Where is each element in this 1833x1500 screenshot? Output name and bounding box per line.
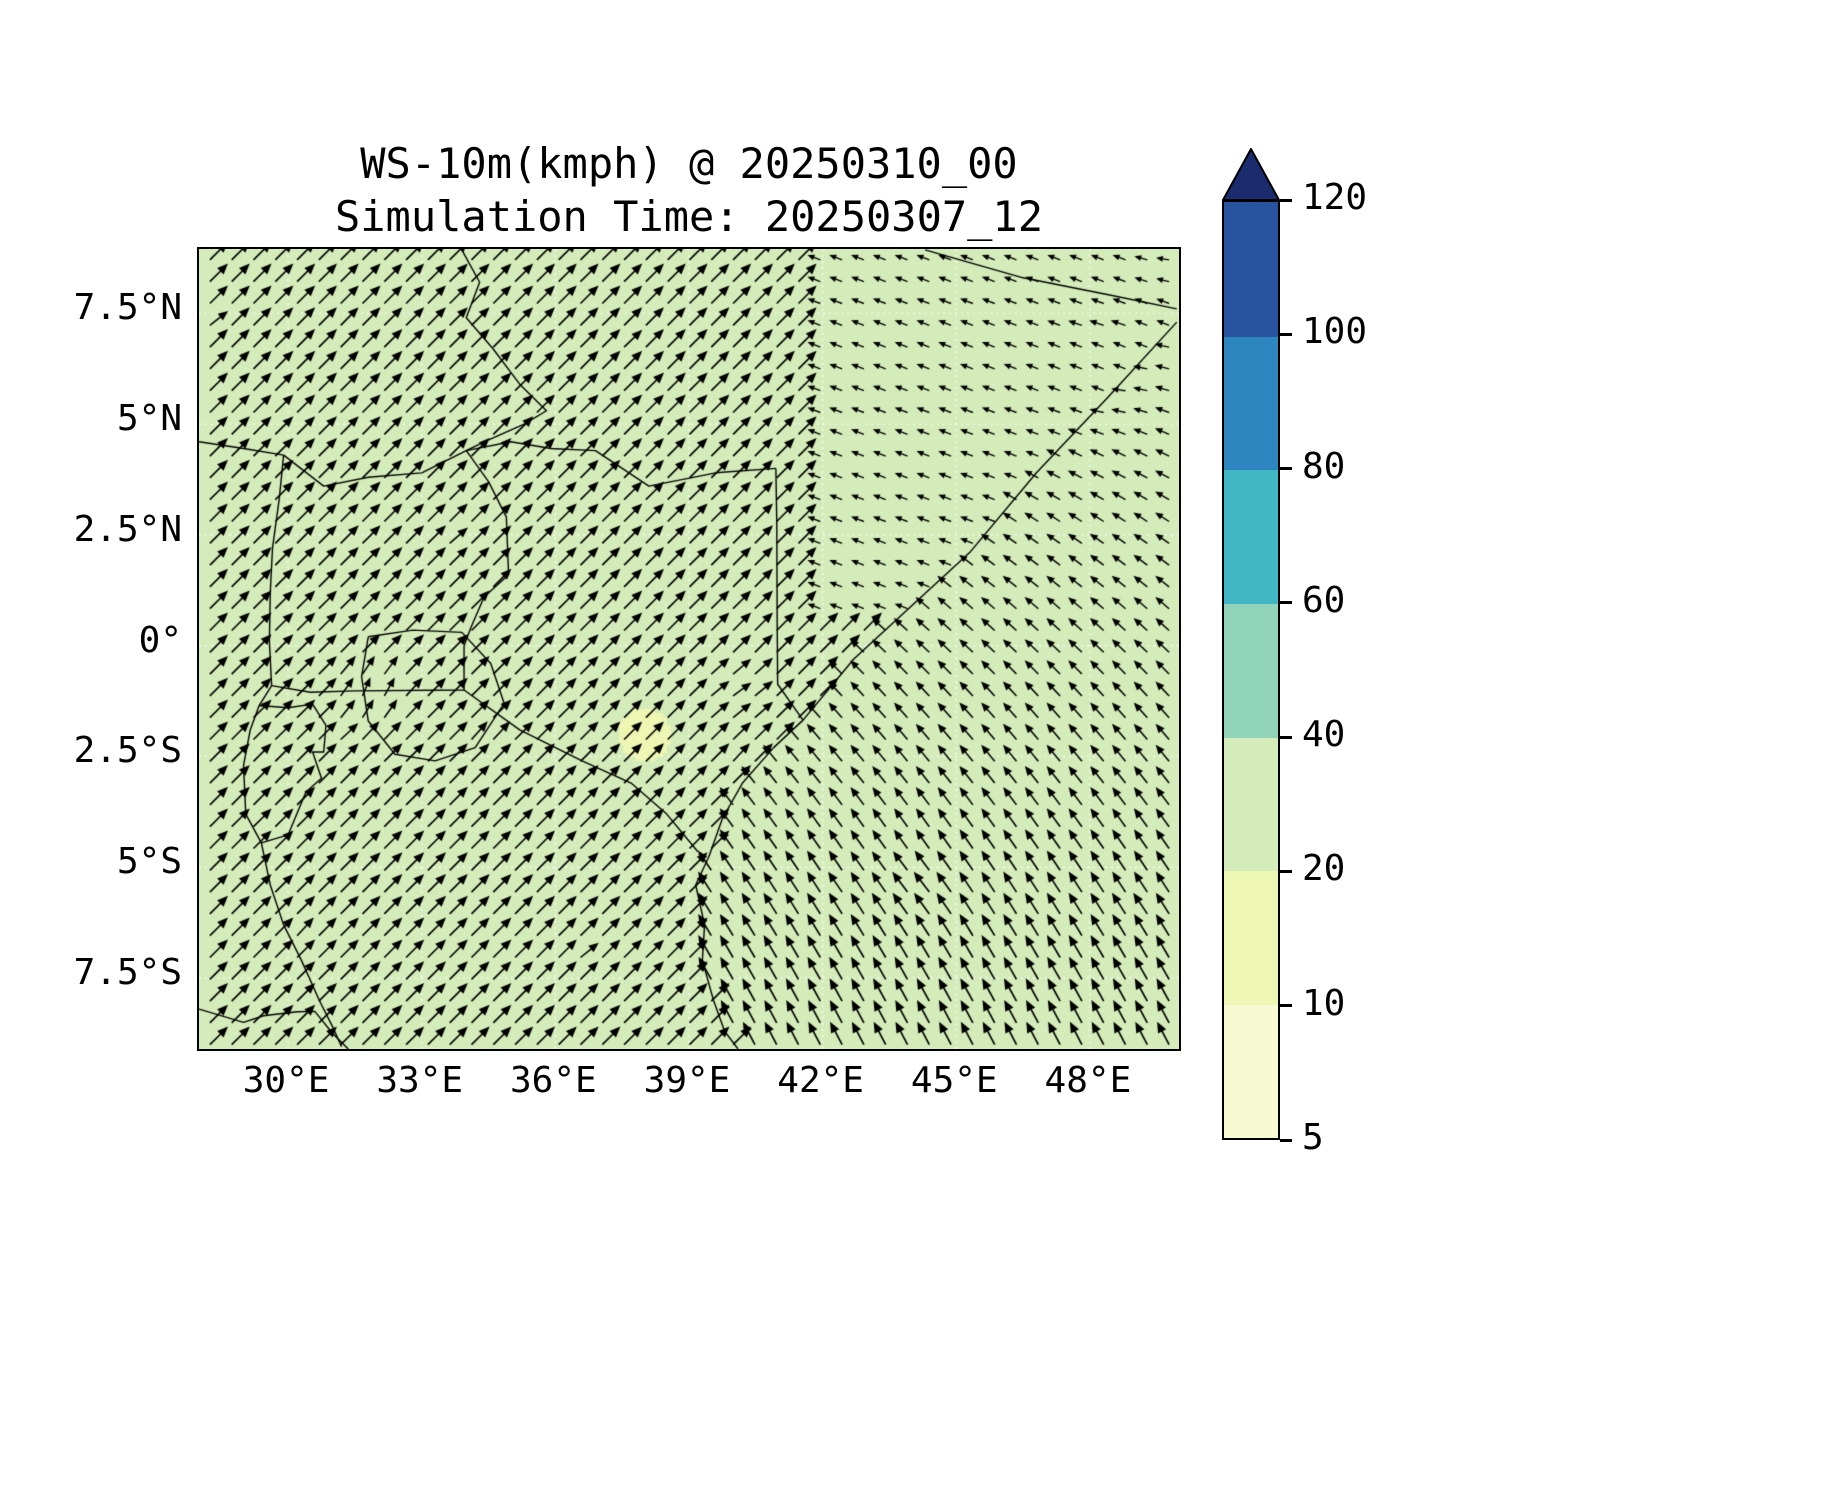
x-tick-label: 48°E (1044, 1060, 1132, 1101)
map-canvas (199, 249, 1179, 1049)
colorbar-tick-label: 100 (1302, 311, 1368, 353)
colorbar-tick-mark (1280, 467, 1292, 471)
colorbar-tick-mark (1280, 869, 1292, 873)
colorbar-segment (1224, 736, 1278, 872)
y-tick-label: 2.5°S (73, 730, 182, 772)
y-tick-label: 2.5°N (73, 508, 182, 550)
colorbar-tick-label: 5 (1302, 1117, 1324, 1158)
colorbar-tick-mark (1280, 332, 1292, 336)
y-tick-label: 5°N (116, 398, 182, 440)
colorbar-segment (1224, 202, 1278, 337)
colorbar-tick-label: 120 (1302, 177, 1368, 218)
title-line-1: WS-10m(kmph) @ 20250310_00 (360, 139, 1018, 188)
colorbar-tick-label: 40 (1302, 714, 1346, 756)
colorbar-tick-label: 10 (1302, 982, 1346, 1024)
colorbar-tick-mark (1280, 735, 1292, 739)
x-tick-label: 45°E (910, 1060, 998, 1101)
y-tick-label: 5°S (116, 841, 182, 883)
x-tick-label: 42°E (777, 1060, 864, 1101)
colorbar-tick-label: 20 (1302, 848, 1346, 890)
colorbar-tick-mark (1280, 1138, 1292, 1142)
colorbar-extend-triangle (1222, 148, 1280, 201)
colorbar-segment (1224, 603, 1278, 738)
map-plot (197, 247, 1181, 1051)
colorbar-tick-mark (1280, 198, 1292, 202)
colorbar-segment (1224, 1004, 1278, 1138)
title-line-2: Simulation Time: 20250307_12 (334, 191, 1043, 241)
colorbar-segment (1224, 335, 1278, 471)
colorbar-tick-label: 80 (1302, 445, 1346, 487)
colorbar-segment (1224, 870, 1278, 1006)
colorbar (1222, 200, 1280, 1140)
colorbar-tick-mark (1280, 601, 1292, 605)
x-tick-label: 33°E (376, 1060, 464, 1101)
x-tick-label: 30°E (242, 1060, 330, 1101)
chart-title: WS-10m(kmph) @ 20250310_00 Simulation Ti… (197, 138, 1181, 244)
y-tick-label: 7.5°N (73, 287, 182, 329)
colorbar-tick-label: 60 (1302, 579, 1346, 621)
y-tick-label: 0° (138, 619, 182, 661)
x-tick-label: 39°E (643, 1060, 731, 1101)
y-tick-label: 7.5°S (73, 952, 182, 994)
colorbar-tick-mark (1280, 1004, 1292, 1008)
x-tick-label: 36°E (510, 1060, 597, 1101)
colorbar-segment (1224, 469, 1278, 604)
